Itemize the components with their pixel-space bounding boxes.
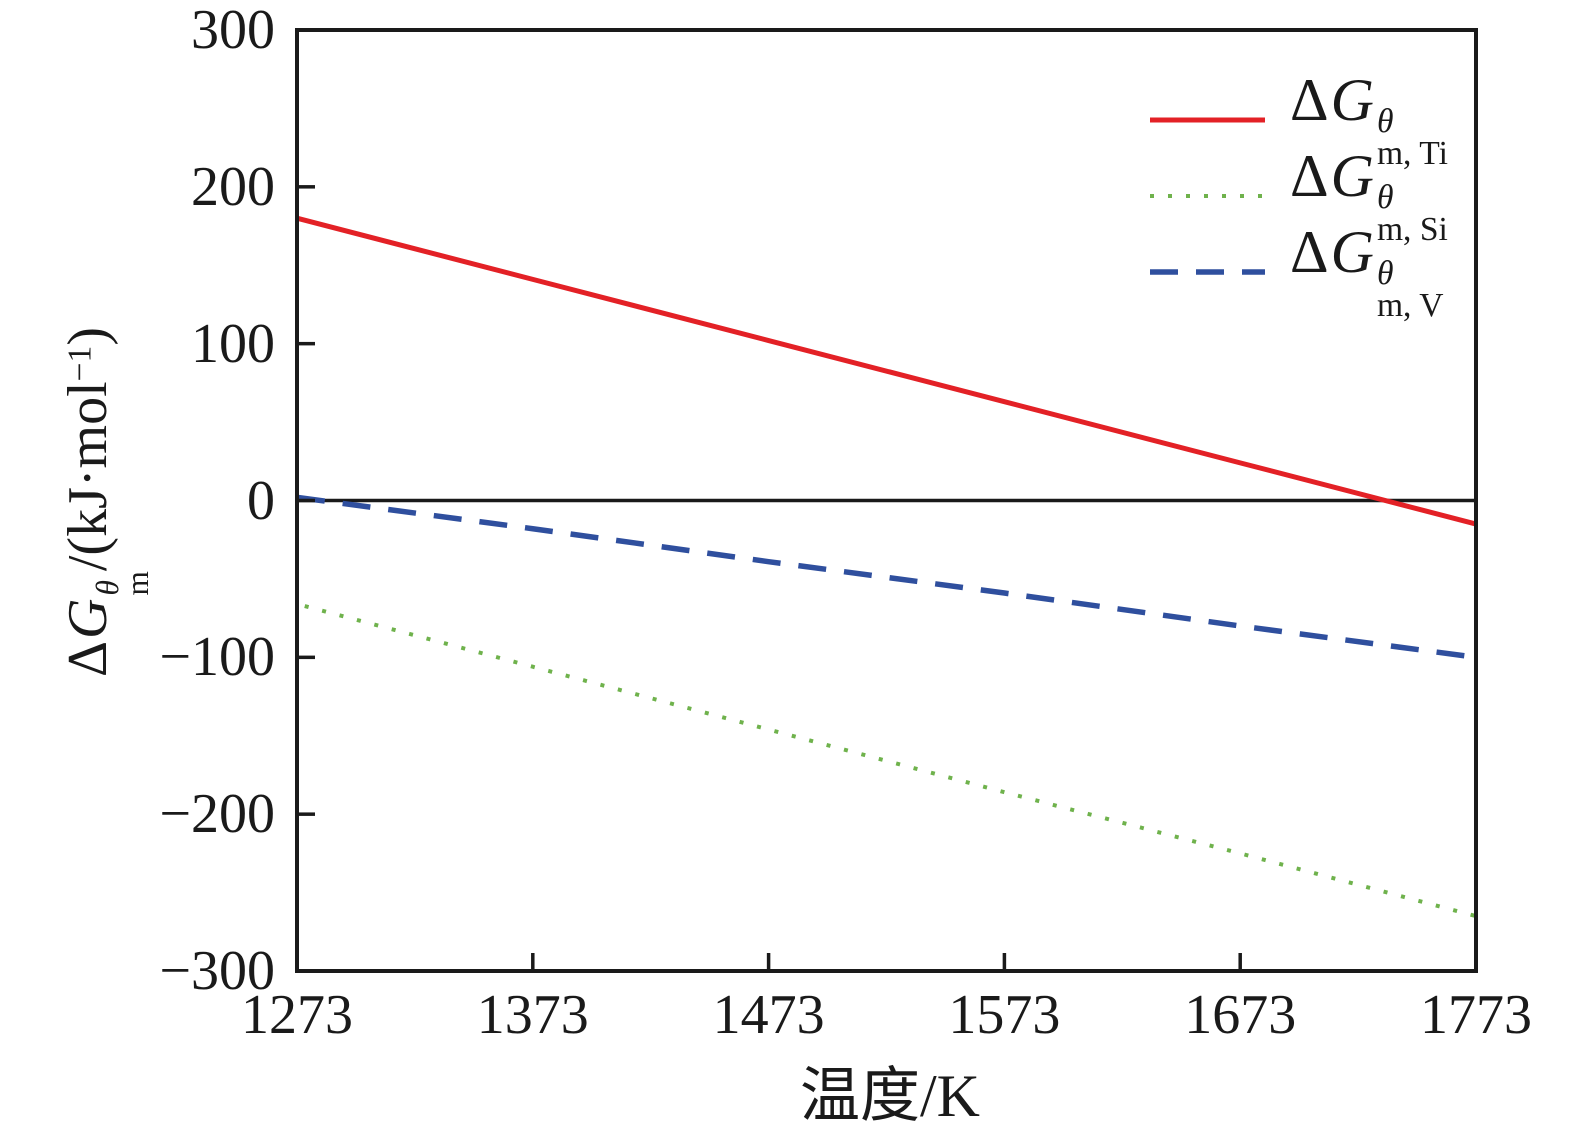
unit-exponent: −1 bbox=[61, 345, 99, 382]
x-tick-label: 1373 bbox=[476, 984, 589, 1046]
legend-label-v: ΔG θ m, V bbox=[1290, 222, 1444, 323]
unit-close-paren: ) bbox=[56, 326, 119, 346]
x-tick-label: 1573 bbox=[948, 984, 1061, 1046]
m-subscript: m bbox=[119, 571, 155, 596]
y-tick-label: −200 bbox=[159, 783, 275, 846]
delta-symbol: Δ bbox=[1290, 66, 1329, 133]
y-tick-label: −100 bbox=[159, 626, 275, 689]
y-tick-label: 300 bbox=[191, 0, 275, 61]
series-line-v bbox=[296, 494, 1477, 661]
theta-superscript: θ bbox=[1376, 103, 1394, 141]
gibbs-symbol: G bbox=[1330, 66, 1374, 133]
y-tick-label: 200 bbox=[191, 155, 275, 218]
legend-sample-v bbox=[1150, 269, 1265, 275]
delta-symbol: Δ bbox=[1290, 218, 1329, 285]
gibbs-symbol: G bbox=[1330, 218, 1374, 285]
y-tick-label: −300 bbox=[159, 940, 275, 1002]
theta-superscript: θ bbox=[1376, 179, 1394, 217]
x-tick-label: 1473 bbox=[712, 984, 825, 1046]
legend: ΔG θ m, Ti ΔG θ m, Si ΔG θ m, V bbox=[1148, 70, 1448, 323]
legend-label-si: ΔG θ m, Si bbox=[1290, 146, 1448, 247]
plot-border bbox=[295, 28, 1478, 973]
y-tick-label: 100 bbox=[191, 312, 275, 375]
delta-symbol: Δ bbox=[56, 641, 119, 678]
legend-item-si: ΔG θ m, Si bbox=[1148, 146, 1448, 247]
theta-si-scripts: θ m, Si bbox=[1376, 179, 1448, 249]
y-tick-label: 0 bbox=[247, 469, 275, 532]
x-tick-label: 1673 bbox=[1184, 984, 1297, 1046]
gibbs-symbol: G bbox=[56, 598, 119, 639]
gibbs-symbol: G bbox=[1330, 142, 1374, 209]
delta-symbol: Δ bbox=[1290, 142, 1329, 209]
legend-label-ti: ΔG θ m, Ti bbox=[1290, 70, 1448, 171]
ti-subscript: m, Ti bbox=[1376, 135, 1448, 173]
series-line-ti bbox=[296, 215, 1477, 527]
theta-superscript: θ bbox=[89, 580, 125, 596]
legend-sample-ti bbox=[1150, 117, 1265, 123]
theta-superscript: θ bbox=[1376, 255, 1394, 293]
legend-sample-si bbox=[1150, 194, 1265, 198]
theta-ti-scripts: θ m, Ti bbox=[1376, 103, 1448, 173]
unit-text: /(kJ·mol bbox=[56, 381, 119, 572]
x-tick-label: 1273 bbox=[241, 984, 353, 1046]
series-line-si bbox=[296, 602, 1477, 919]
si-subscript: m, Si bbox=[1376, 211, 1448, 249]
legend-item-v: ΔG θ m, V bbox=[1148, 222, 1448, 323]
x-tick-label: 1773 bbox=[1420, 984, 1532, 1046]
v-subscript: m, V bbox=[1376, 287, 1444, 325]
x-axis-title: 温度/K bbox=[800, 1063, 980, 1129]
legend-item-ti: ΔG θ m, Ti bbox=[1148, 70, 1448, 171]
theta-v-scripts: θ m, V bbox=[1376, 255, 1444, 325]
